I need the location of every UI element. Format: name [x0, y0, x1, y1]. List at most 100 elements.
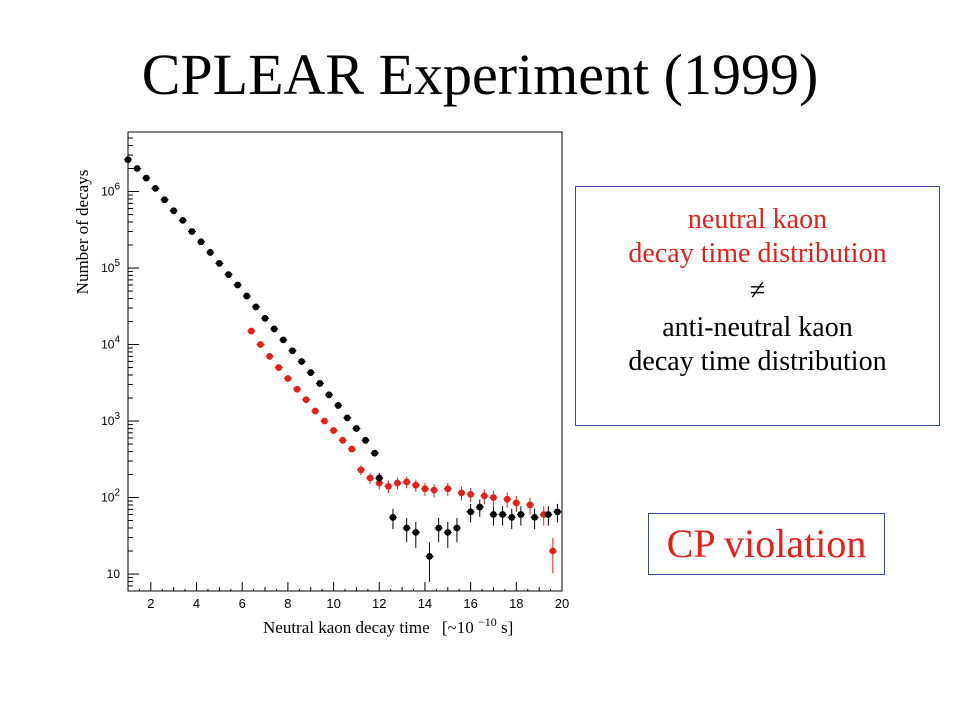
data-point — [257, 341, 264, 348]
data-point — [152, 184, 159, 192]
x-axis-label-unit-end: s] — [501, 618, 513, 637]
y-tick-label: 10 — [107, 567, 121, 581]
data-point — [362, 436, 369, 444]
data-point — [453, 524, 461, 532]
data-point — [161, 196, 168, 204]
data-point — [133, 165, 141, 172]
series-layer — [124, 156, 562, 582]
y-tick-label: 102 — [101, 488, 120, 505]
data-point — [412, 481, 420, 489]
data-point — [549, 547, 557, 555]
x-tick-label: 12 — [372, 596, 386, 611]
y-tick-exp: 6 — [114, 182, 120, 193]
distribution-note-box: neutral kaon decay time distribution ≠ a… — [575, 186, 940, 426]
data-point — [371, 449, 379, 457]
data-point — [142, 174, 150, 182]
x-tick-label: 14 — [418, 596, 432, 611]
data-point — [357, 466, 365, 474]
y-tick-exp: 3 — [114, 411, 120, 422]
data-point — [311, 407, 319, 415]
y-tick-base: 10 — [101, 414, 115, 428]
y-tick-base: 10 — [101, 338, 115, 352]
data-point — [366, 474, 374, 482]
data-point — [316, 380, 324, 387]
data-point — [389, 513, 397, 521]
data-point — [385, 482, 392, 490]
data-point — [426, 552, 433, 560]
data-point — [334, 402, 342, 409]
data-point — [343, 414, 351, 422]
y-tick-exp: 2 — [114, 488, 120, 499]
data-point — [339, 436, 347, 444]
note-line-3: anti-neutral kaon — [662, 312, 853, 343]
x-tick-label: 4 — [193, 596, 200, 611]
y-tick-base: 10 — [101, 185, 115, 199]
data-point — [197, 238, 205, 246]
data-point — [170, 207, 178, 215]
data-point — [270, 325, 278, 333]
x-tick-label: 18 — [509, 596, 523, 611]
note-line-2: decay time distribution — [628, 238, 887, 269]
data-point — [247, 327, 255, 335]
data-point — [321, 417, 328, 425]
data-point — [444, 529, 452, 536]
data-point — [293, 385, 301, 393]
plot-frame — [127, 131, 563, 592]
data-point — [394, 479, 401, 487]
data-point — [554, 508, 561, 516]
data-point — [508, 513, 516, 521]
data-point — [225, 271, 232, 279]
data-point — [458, 489, 465, 497]
x-axis-ticks: 2 4 6 8 10 12 14 16 18 20 — [138, 582, 569, 611]
y-tick-base: 10 — [101, 261, 115, 275]
y-tick-exp: 5 — [114, 258, 120, 269]
data-point — [266, 352, 274, 360]
data-point — [517, 511, 525, 518]
data-point — [526, 501, 534, 509]
note-line-1: neutral kaon — [687, 204, 828, 235]
data-point — [124, 156, 132, 164]
data-point — [421, 485, 429, 493]
y-tick-label: 103 — [101, 411, 120, 428]
data-point — [531, 513, 538, 521]
x-axis-label-exp: −10 — [478, 615, 497, 629]
data-point — [206, 249, 214, 256]
y-axis-label: Number of decays — [73, 170, 92, 295]
y-tick-label: 106 — [101, 182, 120, 199]
x-tick-label: 16 — [463, 596, 477, 611]
cp-violation-box: CP violation — [648, 513, 885, 575]
data-point — [544, 511, 552, 518]
data-point — [252, 303, 260, 311]
data-point — [325, 391, 333, 399]
data-point — [467, 490, 475, 498]
data-point — [307, 369, 315, 376]
data-point — [512, 499, 520, 507]
data-point — [476, 503, 484, 511]
x-tick-label: 20 — [555, 596, 569, 611]
data-point — [289, 347, 296, 355]
data-point — [261, 314, 269, 322]
data-point — [330, 427, 337, 434]
slide-title: CPLEAR Experiment (1999) — [141, 42, 819, 107]
x-axis-label-text: Neutral kaon decay time — [263, 618, 430, 637]
data-point — [279, 336, 287, 344]
x-axis-label: Neutral kaon decay time [~10 −10 s] — [263, 611, 513, 637]
data-point — [490, 511, 497, 518]
x-tick-label: 2 — [147, 596, 154, 611]
x-axis-label-unit: [~10 — [442, 618, 474, 637]
not-equal-symbol: ≠ — [749, 275, 766, 306]
data-point — [403, 478, 411, 486]
y-tick-label: 104 — [101, 335, 120, 352]
data-point — [179, 216, 187, 224]
data-point — [302, 396, 310, 404]
series-1 — [124, 156, 562, 582]
data-point — [348, 445, 356, 453]
data-point — [444, 485, 452, 493]
data-point — [275, 364, 283, 371]
data-point — [215, 259, 223, 267]
x-tick-label: 6 — [239, 596, 246, 611]
data-point — [412, 529, 420, 536]
data-point — [298, 358, 305, 365]
